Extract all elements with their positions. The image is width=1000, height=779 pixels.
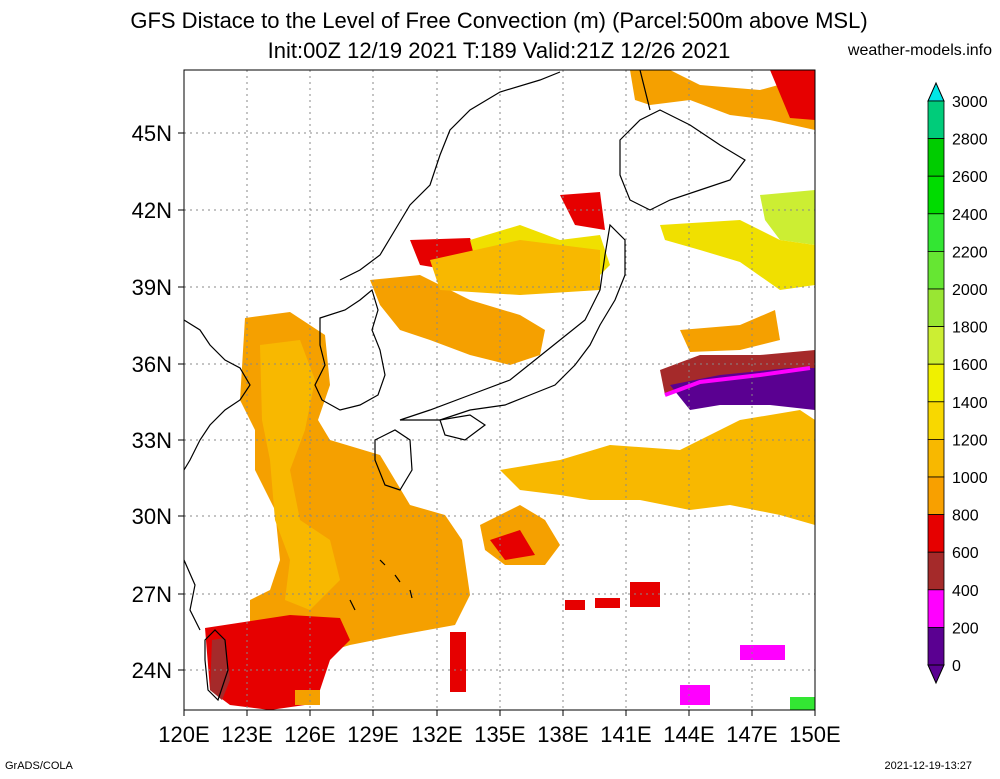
colorbar-label: 2000 bbox=[952, 282, 988, 299]
lat-label: 30N bbox=[132, 504, 172, 529]
lat-label: 27N bbox=[132, 582, 172, 607]
lat-label: 36N bbox=[132, 352, 172, 377]
field-orange-hokkaido bbox=[630, 70, 815, 130]
colorbar-label: 2200 bbox=[952, 244, 988, 261]
colorbar-label: 200 bbox=[952, 620, 979, 637]
field-yellow-green-ne bbox=[760, 190, 815, 245]
lon-label: 138E bbox=[537, 722, 588, 747]
coast-taiwan bbox=[204, 629, 229, 702]
field-red-southwest bbox=[205, 615, 350, 710]
colorbar-label: 1200 bbox=[952, 432, 988, 449]
colorbar-swatch bbox=[927, 288, 945, 327]
colorbar-label: 1800 bbox=[952, 320, 988, 337]
lon-label: 150E bbox=[789, 722, 840, 747]
coast-russia bbox=[339, 71, 561, 281]
lon-label: 147E bbox=[726, 722, 777, 747]
lon-label: 126E bbox=[284, 722, 335, 747]
colorbar-label: 1000 bbox=[952, 470, 988, 487]
lon-label: 141E bbox=[600, 722, 651, 747]
colorbar-swatch bbox=[927, 589, 945, 628]
field-orange-north bbox=[430, 240, 600, 295]
lon-label: 123E bbox=[221, 722, 272, 747]
field-red-ryukyu bbox=[490, 530, 535, 560]
field-red-bit-2 bbox=[595, 598, 620, 608]
field-red-bit-4 bbox=[450, 632, 466, 692]
lat-label: 33N bbox=[132, 428, 172, 453]
colorbar-swatch bbox=[927, 363, 945, 403]
field-yellow-ne bbox=[660, 220, 815, 290]
lat-labels: 45N 42N 39N 36N 33N 30N 27N 24N bbox=[132, 121, 172, 683]
colorbar-swatch bbox=[927, 100, 945, 139]
colorbar-swatch bbox=[927, 438, 945, 478]
field-magenta-bit-1 bbox=[680, 685, 710, 705]
coast-sakhalin bbox=[639, 69, 651, 111]
footer-credit: GrADS/COLA bbox=[5, 760, 73, 772]
colorbar-label: 1600 bbox=[952, 357, 988, 374]
colorbar-swatch bbox=[927, 514, 945, 553]
colorbar-swatch bbox=[927, 476, 945, 515]
field-red-tohoku bbox=[560, 192, 605, 230]
lon-label: 135E bbox=[474, 722, 525, 747]
lat-label: 39N bbox=[132, 275, 172, 300]
site-label: weather-models.info bbox=[847, 42, 992, 59]
colorbar-bottom-arrow bbox=[927, 664, 945, 685]
field-orange-japan-sea bbox=[370, 275, 545, 365]
colorbar: 3000280026002400220020001800160014001200… bbox=[927, 81, 988, 685]
lon-label: 120E bbox=[158, 722, 209, 747]
colorbar-label: 0 bbox=[952, 658, 961, 675]
coast-asia-mainland bbox=[183, 319, 251, 471]
field-purple-east bbox=[670, 368, 815, 410]
field-orange-east bbox=[500, 410, 815, 525]
colorbar-swatch bbox=[927, 326, 945, 365]
lon-label: 144E bbox=[663, 722, 714, 747]
colorbar-label: 600 bbox=[952, 545, 979, 562]
field-yellow-southwest bbox=[260, 340, 340, 610]
colorbar-label: 1400 bbox=[952, 395, 988, 412]
map-title: GFS Distace to the Level of Free Convect… bbox=[130, 8, 868, 33]
field-red-bit-1 bbox=[565, 600, 585, 610]
coast-kyushu bbox=[374, 429, 413, 491]
colorbar-label: 2800 bbox=[952, 132, 988, 149]
colorbar-label: 400 bbox=[952, 583, 979, 600]
colorbar-swatch bbox=[927, 138, 945, 177]
colorbar-swatch bbox=[927, 213, 945, 252]
field-magenta-bit-2 bbox=[740, 645, 785, 660]
coast-china-south bbox=[183, 559, 201, 631]
colorbar-swatch bbox=[927, 250, 945, 290]
colorbar-swatch bbox=[927, 175, 945, 215]
field-green-bit bbox=[790, 697, 815, 710]
footer-timestamp: 2021-12-19-13:27 bbox=[884, 760, 972, 772]
lon-label: 129E bbox=[347, 722, 398, 747]
coast-shikoku bbox=[439, 414, 487, 441]
lon-labels: 120E 123E 126E 129E 132E 135E 138E 141E … bbox=[158, 722, 840, 747]
coast-ryukyu bbox=[349, 559, 413, 611]
colorbar-label: 3000 bbox=[952, 94, 988, 111]
axis-ticks bbox=[178, 132, 816, 716]
coastlines bbox=[183, 69, 746, 702]
field-orange-small bbox=[295, 690, 320, 705]
coast-honshu bbox=[399, 223, 626, 421]
coast-hokkaido bbox=[619, 109, 746, 211]
field-brown-taiwan bbox=[210, 638, 230, 700]
field-orange-ne bbox=[680, 310, 780, 352]
lat-label: 24N bbox=[132, 658, 172, 683]
colorbar-label: 2400 bbox=[952, 207, 988, 224]
precip-fields bbox=[205, 70, 815, 710]
colorbar-swatch bbox=[927, 627, 945, 666]
colorbar-label: 800 bbox=[952, 508, 979, 525]
map-subtitle: Init:00Z 12/19 2021 T:189 Valid:21Z 12/2… bbox=[267, 38, 731, 63]
lat-label: 42N bbox=[132, 198, 172, 223]
colorbar-swatch bbox=[927, 401, 945, 440]
lon-label: 132E bbox=[411, 722, 462, 747]
colorbar-label: 2600 bbox=[952, 169, 988, 186]
field-magenta-east bbox=[664, 366, 811, 397]
lat-label: 45N bbox=[132, 121, 172, 146]
colorbar-top-arrow bbox=[927, 81, 945, 102]
coast-korea bbox=[314, 288, 386, 411]
colorbar-swatch bbox=[927, 551, 945, 591]
field-red-hokkaido bbox=[770, 70, 815, 120]
